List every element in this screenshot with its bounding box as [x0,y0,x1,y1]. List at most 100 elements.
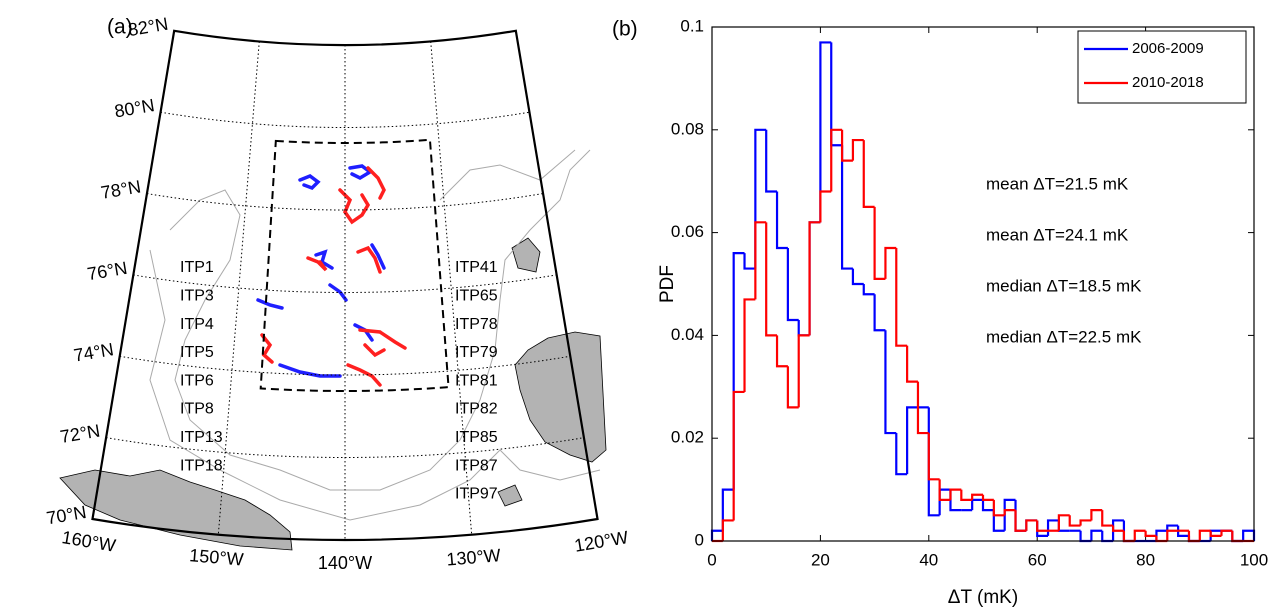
annotation: mean ΔT=24.1 mK [986,225,1129,244]
contour [169,149,591,491]
trajectory [358,328,407,350]
histogram-step [1133,529,1146,541]
contour [149,249,601,521]
itp-label: ITP78 [455,316,498,333]
histogram-step [1068,515,1081,527]
itp-label: ITP87 [455,457,498,474]
histogram-step [721,488,734,531]
histogram-step [1111,525,1124,532]
histogram-step [862,140,875,208]
lat-label: 78°N [99,176,142,202]
histogram-step [1003,509,1016,516]
trajectory [346,363,382,387]
histogram-step [1231,530,1244,543]
histogram-step [851,268,864,286]
itp-label: ITP1 [180,259,214,276]
histogram-step [808,221,821,336]
histogram-step [1144,530,1157,537]
x-tick-label: 80 [1136,550,1155,569]
histogram-step [754,128,767,269]
histogram-step [1166,524,1179,531]
lon-label: 160°W [60,527,117,556]
itp-label: ITP5 [180,344,214,361]
trajectory [278,363,342,378]
panel-label: (b) [612,18,638,41]
histogram-step [1122,520,1135,543]
histogram-step [765,222,778,337]
x-tick-label: 20 [811,550,830,569]
histogram-step [797,319,810,337]
legend-box [1077,30,1247,104]
x-tick-label: 60 [1028,550,1047,569]
histogram-step [775,191,788,250]
histogram-step [819,190,832,223]
trajectory [306,256,328,272]
trajectories [256,164,407,387]
histogram-step [895,248,908,347]
histogram-step [949,489,962,512]
histogram-step [1155,535,1168,543]
histogram-step [981,499,994,512]
histogram-step [1090,509,1103,521]
lat-label: 80°N [113,95,156,121]
histogram-step [1057,520,1070,532]
histogram-step [1036,520,1049,532]
itp-label: ITP13 [180,429,223,446]
itp-label: ITP6 [180,372,214,389]
histogram-step [754,221,767,300]
histogram-step [906,406,918,475]
histogram-step [1155,529,1168,541]
histogram-step [938,479,951,501]
histogram-step [1122,530,1135,543]
map-frame [91,29,599,542]
histogram-step [1111,519,1124,541]
itp-label: ITP18 [180,457,223,474]
histogram-step [721,519,734,541]
histogram-step [1079,530,1092,543]
histogram-step [732,390,745,521]
y-axis-label: PDF [657,265,678,303]
histogram-step [851,138,864,161]
trajectory [314,249,334,270]
histogram-step [743,253,756,270]
panel-label: (a) [107,16,133,39]
itp-label: ITP4 [180,316,214,333]
trajectory [370,243,386,270]
histogram-step [775,335,788,368]
x-tick-label: 40 [919,550,938,569]
y-tick-label: 0.04 [671,325,704,344]
grid-line [119,355,571,376]
plot-frame [711,26,1255,542]
histogram-step [873,294,886,332]
annotation: median ΔT=18.5 mK [986,276,1142,295]
trajectory [363,343,386,358]
grid-line [133,274,557,293]
land [514,331,607,463]
lon-label: 130°W [446,545,502,569]
lat-label: 72°N [59,421,102,447]
histogram-step [1046,519,1059,536]
histogram-step [819,41,832,223]
histogram-step [786,248,799,322]
trajectory [328,283,348,302]
trajectory [298,174,321,191]
annotation: median ΔT=22.5 mK [986,327,1142,346]
histogram-step [840,145,853,270]
y-tick-label: 0.06 [671,222,704,241]
histogram-step [1231,530,1244,543]
histogram-step [1090,529,1103,541]
itp-label: ITP79 [455,344,498,361]
trajectory [366,166,386,200]
y-tick-label: 0.02 [671,428,704,447]
histogram-step [862,284,875,296]
itp-label: ITP3 [180,288,214,305]
histogram-step [916,381,929,435]
histogram-step [971,498,983,511]
contour [439,149,576,201]
histogram-step [884,330,897,435]
histogram-step [743,298,756,392]
histogram-step [1079,519,1092,526]
histogram-step [765,129,778,193]
histogram-step [1025,519,1038,531]
histogram-step [906,345,918,383]
